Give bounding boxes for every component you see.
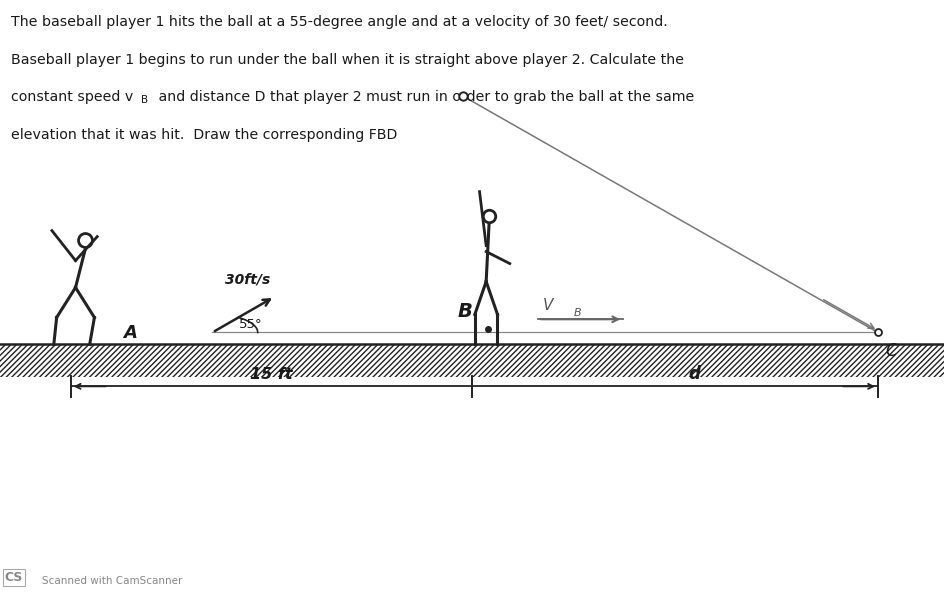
Text: A: A <box>123 325 137 343</box>
Text: and distance D that player 2 must run in order to grab the ball at the same: and distance D that player 2 must run in… <box>154 90 694 104</box>
Text: C: C <box>885 343 897 361</box>
Text: B: B <box>574 308 582 317</box>
Text: 55°: 55° <box>239 317 262 331</box>
Text: d: d <box>688 365 700 383</box>
Text: The baseball player 1 hits the ball at a 55-degree angle and at a velocity of 30: The baseball player 1 hits the ball at a… <box>11 15 668 29</box>
Text: 30ft/s: 30ft/s <box>225 273 270 287</box>
Text: Baseball player 1 begins to run under the ball when it is straight above player : Baseball player 1 begins to run under th… <box>11 53 684 66</box>
Bar <box>0 344 944 377</box>
Text: Scanned with CamScanner: Scanned with CamScanner <box>42 576 183 586</box>
Text: B: B <box>142 95 148 105</box>
Text: B: B <box>458 302 473 322</box>
Text: CS: CS <box>5 571 23 584</box>
Text: V: V <box>543 298 553 313</box>
Text: constant speed v: constant speed v <box>11 90 134 104</box>
Text: 15 ft: 15 ft <box>250 367 293 382</box>
Text: elevation that it was hit.  Draw the corresponding FBD: elevation that it was hit. Draw the corr… <box>11 128 397 142</box>
